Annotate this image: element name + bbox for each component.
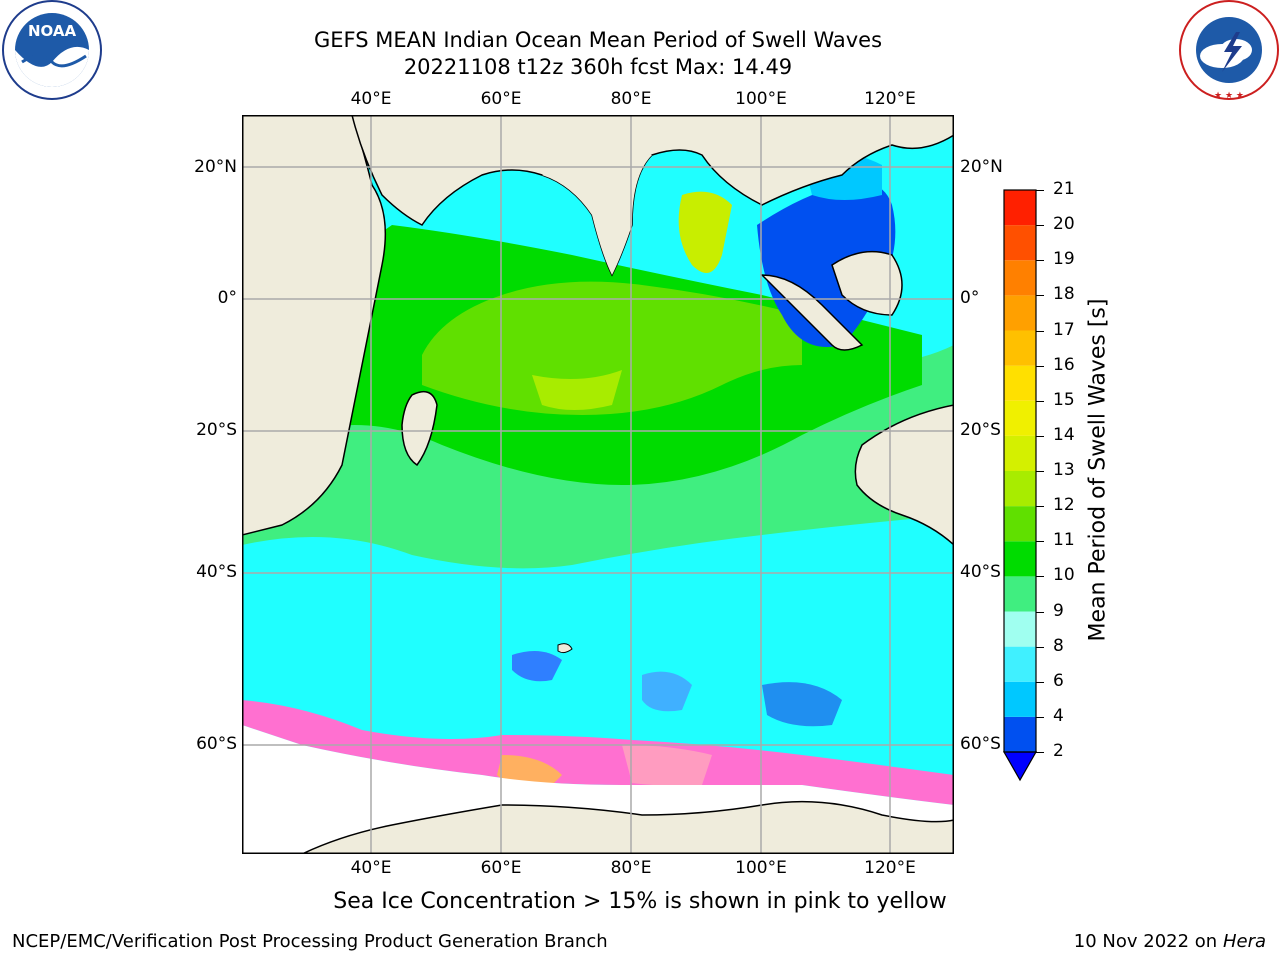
colorbar-tick-mark bbox=[1036, 260, 1044, 262]
colorbar-tick-mark bbox=[1036, 400, 1044, 402]
colorbar-tick-mark bbox=[1036, 295, 1044, 297]
colorbar-block bbox=[1004, 646, 1036, 682]
colorbar-tick-label: 17 bbox=[1053, 319, 1075, 340]
lon-label-bottom: 80°E bbox=[610, 858, 652, 878]
lon-label-top: 80°E bbox=[610, 89, 652, 109]
colorbar-block bbox=[1004, 435, 1036, 471]
colorbar-block bbox=[1004, 471, 1036, 507]
lat-label-right: 20°N bbox=[960, 157, 1003, 177]
lat-label-right: 60°S bbox=[960, 734, 1001, 754]
colorbar-tick-mark bbox=[1036, 576, 1044, 578]
colorbar-tick-label: 12 bbox=[1053, 495, 1075, 516]
colorbar-tick-mark bbox=[1036, 506, 1044, 508]
lon-label-bottom: 40°E bbox=[350, 858, 392, 878]
footer-credit: NCEP/EMC/Verification Post Processing Pr… bbox=[12, 931, 608, 952]
lat-label-right: 40°S bbox=[960, 562, 1001, 582]
chart-title: GEFS MEAN Indian Ocean Mean Period of Sw… bbox=[313, 28, 883, 52]
lat-label-right: 20°S bbox=[960, 420, 1001, 440]
colorbar-block bbox=[1004, 330, 1036, 366]
colorbar-tick-label: 15 bbox=[1053, 389, 1075, 410]
colorbar-label: Mean Period of Swell Waves [s] bbox=[1085, 298, 1111, 642]
colorbar-tick-label: 4 bbox=[1053, 705, 1064, 726]
lat-label-left: 0° bbox=[217, 288, 237, 308]
colorbar-tick-label: 2 bbox=[1053, 741, 1064, 761]
colorbar-block bbox=[1004, 611, 1036, 647]
colorbar-tick-label: 6 bbox=[1053, 670, 1064, 691]
colorbar-block bbox=[1004, 681, 1036, 717]
colorbar-tick-label: 11 bbox=[1053, 530, 1075, 551]
lon-label-bottom: 120°E bbox=[864, 858, 916, 878]
colorbar-extend-triangle bbox=[1002, 751, 1038, 782]
colorbar-tick-label: 19 bbox=[1053, 249, 1075, 270]
lon-label-top: 40°E bbox=[350, 89, 392, 109]
map-panel bbox=[241, 114, 955, 855]
colorbar-tick-mark bbox=[1036, 681, 1044, 683]
colorbar-tick-mark bbox=[1036, 330, 1044, 332]
colorbar-tick-label: 20 bbox=[1053, 214, 1075, 235]
lat-label-left: 40°S bbox=[196, 562, 237, 582]
colorbar-tick-mark bbox=[1036, 435, 1044, 437]
lat-label-left: 20°S bbox=[196, 420, 237, 440]
colorbar-tick-label: 13 bbox=[1053, 460, 1075, 480]
colorbar-tick-mark bbox=[1036, 611, 1044, 613]
colorbar-tick-label: 10 bbox=[1053, 565, 1075, 586]
colorbar bbox=[1000, 186, 1040, 786]
colorbar-block bbox=[1004, 260, 1036, 296]
colorbar-block bbox=[1004, 506, 1036, 542]
colorbar-block bbox=[1004, 716, 1036, 752]
chart-subtitle: 20221108 t12z 360h fcst Max: 14.49 bbox=[403, 55, 793, 79]
colorbar-block bbox=[1004, 295, 1036, 331]
lat-label-left: 20°N bbox=[194, 157, 237, 177]
colorbar-tick-label: 8 bbox=[1053, 635, 1064, 656]
lon-label-bottom: 100°E bbox=[735, 858, 787, 878]
colorbar-tick-label: 21 bbox=[1053, 179, 1075, 199]
colorbar-tick-label: 9 bbox=[1053, 600, 1064, 621]
colorbar-blocks bbox=[1004, 190, 1036, 752]
colorbar-block bbox=[1004, 576, 1036, 612]
colorbar-tick-mark bbox=[1036, 716, 1044, 718]
lon-label-bottom: 60°E bbox=[480, 858, 522, 878]
footer-host: Hera bbox=[1222, 931, 1266, 952]
footer-date: 10 Nov 2022 on Hera bbox=[1074, 931, 1266, 952]
colorbar-tick-label: 16 bbox=[1053, 354, 1075, 375]
sea-ice-caption: Sea Ice Concentration > 15% is shown in … bbox=[333, 889, 947, 914]
colorbar-tick-mark bbox=[1036, 225, 1044, 227]
swell-period-map bbox=[241, 114, 955, 855]
colorbar-tick-label: 14 bbox=[1053, 424, 1075, 445]
noaa-logo: NOAA bbox=[0, 0, 104, 104]
colorbar-block bbox=[1004, 225, 1036, 261]
colorbar-block bbox=[1004, 365, 1036, 401]
colorbar-tick-mark bbox=[1036, 365, 1044, 367]
map-gridlines bbox=[242, 115, 954, 854]
colorbar-tick-mark bbox=[1036, 190, 1044, 191]
lat-label-right: 0° bbox=[960, 288, 980, 308]
lon-label-top: 100°E bbox=[735, 89, 787, 109]
noaa-logo-text: NOAA bbox=[28, 22, 77, 40]
colorbar-tick-mark bbox=[1036, 471, 1044, 472]
footer-date-text: 10 Nov 2022 on bbox=[1073, 931, 1218, 952]
lat-label-left: 60°S bbox=[196, 734, 237, 754]
colorbar-block bbox=[1004, 190, 1036, 226]
colorbar-block bbox=[1004, 400, 1036, 436]
svg-text:★ ★ ★: ★ ★ ★ bbox=[1214, 91, 1244, 101]
colorbar-tick-label: 18 bbox=[1053, 284, 1075, 305]
colorbar-block bbox=[1004, 541, 1036, 577]
lon-label-top: 60°E bbox=[480, 89, 522, 109]
lon-label-top: 120°E bbox=[864, 89, 916, 109]
nws-logo: ★ ★ ★ bbox=[1178, 0, 1280, 102]
colorbar-tick-mark bbox=[1036, 752, 1044, 753]
colorbar-tick-mark bbox=[1036, 646, 1044, 648]
colorbar-tick-mark bbox=[1036, 541, 1044, 543]
